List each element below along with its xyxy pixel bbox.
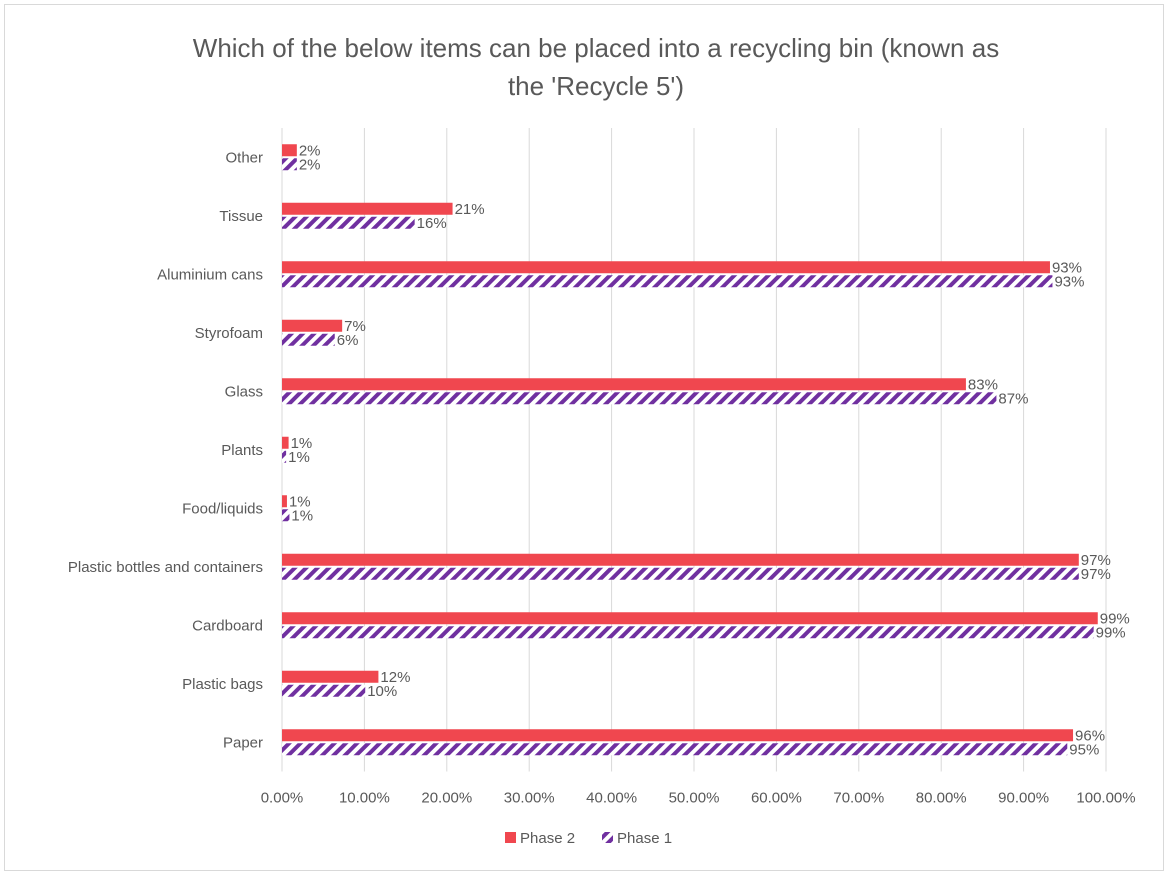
data-label: 96%	[1075, 727, 1105, 744]
chart-frame	[4, 4, 1164, 871]
x-tick-label: 30.00%	[504, 790, 555, 807]
bar-phase-2	[282, 670, 379, 683]
x-tick-label: 90.00%	[998, 790, 1049, 807]
data-label: 97%	[1081, 566, 1111, 583]
data-label: 83%	[968, 376, 998, 393]
bar-phase-2	[282, 261, 1050, 274]
bar-phase-1	[282, 392, 997, 405]
bar-phase-2	[282, 436, 289, 449]
chart-title-line-2: the 'Recycle 5')	[508, 71, 684, 101]
data-label: 87%	[998, 390, 1028, 407]
legend-label: Phase 2	[520, 830, 575, 847]
bar-phase-2	[282, 378, 966, 391]
bar-phase-2	[282, 495, 287, 508]
category-label: Cardboard	[192, 617, 263, 634]
bar-phase-1	[282, 158, 297, 171]
data-label: 7%	[344, 318, 366, 335]
bar-phase-2	[282, 553, 1079, 566]
data-label: 2%	[299, 142, 321, 159]
category-label: Plants	[221, 442, 263, 459]
x-tick-label: 10.00%	[339, 790, 390, 807]
category-label: Other	[225, 149, 263, 166]
data-label: 10%	[367, 683, 397, 700]
bar-phase-1	[282, 333, 335, 346]
data-label: 99%	[1096, 624, 1126, 641]
legend-swatch	[602, 832, 613, 843]
bar-phase-1	[282, 275, 1053, 288]
category-label: Styrofoam	[195, 325, 263, 342]
category-label: Plastic bottles and containers	[68, 559, 263, 576]
data-label: 95%	[1069, 741, 1099, 758]
data-label: 1%	[288, 449, 310, 466]
data-label: 93%	[1052, 259, 1082, 276]
data-label: 16%	[417, 215, 447, 232]
value-axis: 0.00% 10.00% 20.00% 30.00% 40.00% 50.00% 60.00…	[261, 790, 1136, 807]
x-tick-label: 40.00%	[586, 790, 637, 807]
data-label: 1%	[289, 493, 311, 510]
bar-phase-2	[282, 202, 453, 215]
data-label: 99%	[1100, 610, 1130, 627]
x-tick-label: 0.00%	[261, 790, 304, 807]
legend: Phase 2 Phase 1	[505, 830, 672, 847]
category-label: Aluminium cans	[157, 266, 263, 283]
bars	[282, 144, 1098, 756]
bar-phase-2	[282, 729, 1074, 742]
category-label: Tissue	[219, 208, 263, 225]
x-tick-label: 80.00%	[916, 790, 967, 807]
chart-title-line-1: Which of the below items can be placed i…	[193, 33, 999, 63]
legend-swatch	[505, 832, 516, 843]
data-label: 21%	[455, 201, 485, 218]
bar-phase-1	[282, 567, 1079, 580]
data-labels: 2%2%21%16%93%93%7%6%83%87%1%1%1%1%97%97%…	[288, 142, 1130, 758]
data-label: 12%	[380, 669, 410, 686]
category-axis: Other Tissue Aluminium cans Styrofoam Glass P…	[68, 149, 263, 751]
x-tick-label: 100.00%	[1076, 790, 1135, 807]
category-label: Paper	[223, 734, 263, 751]
data-label: 93%	[1054, 273, 1084, 290]
bar-phase-1	[282, 216, 415, 229]
category-label: Glass	[225, 383, 263, 400]
data-label: 1%	[291, 507, 313, 524]
category-label: Plastic bags	[182, 676, 263, 693]
grid-lines	[281, 128, 1107, 772]
bar-phase-1	[282, 684, 366, 697]
bar-phase-1	[282, 450, 287, 463]
data-label: 2%	[299, 156, 321, 173]
bar-phase-2	[282, 144, 297, 157]
x-tick-label: 60.00%	[751, 790, 802, 807]
bar-phase-1	[282, 743, 1068, 756]
legend-label: Phase 1	[617, 830, 672, 847]
data-label: 97%	[1081, 552, 1111, 569]
data-label: 1%	[291, 435, 313, 452]
category-label: Food/liquids	[182, 500, 263, 517]
bar-phase-1	[282, 509, 290, 522]
bar-phase-2	[282, 612, 1098, 625]
bar-phase-2	[282, 319, 343, 332]
x-tick-label: 20.00%	[421, 790, 472, 807]
x-tick-label: 50.00%	[669, 790, 720, 807]
bar-phase-1	[282, 626, 1094, 639]
x-tick-label: 70.00%	[833, 790, 884, 807]
data-label: 6%	[337, 332, 359, 349]
